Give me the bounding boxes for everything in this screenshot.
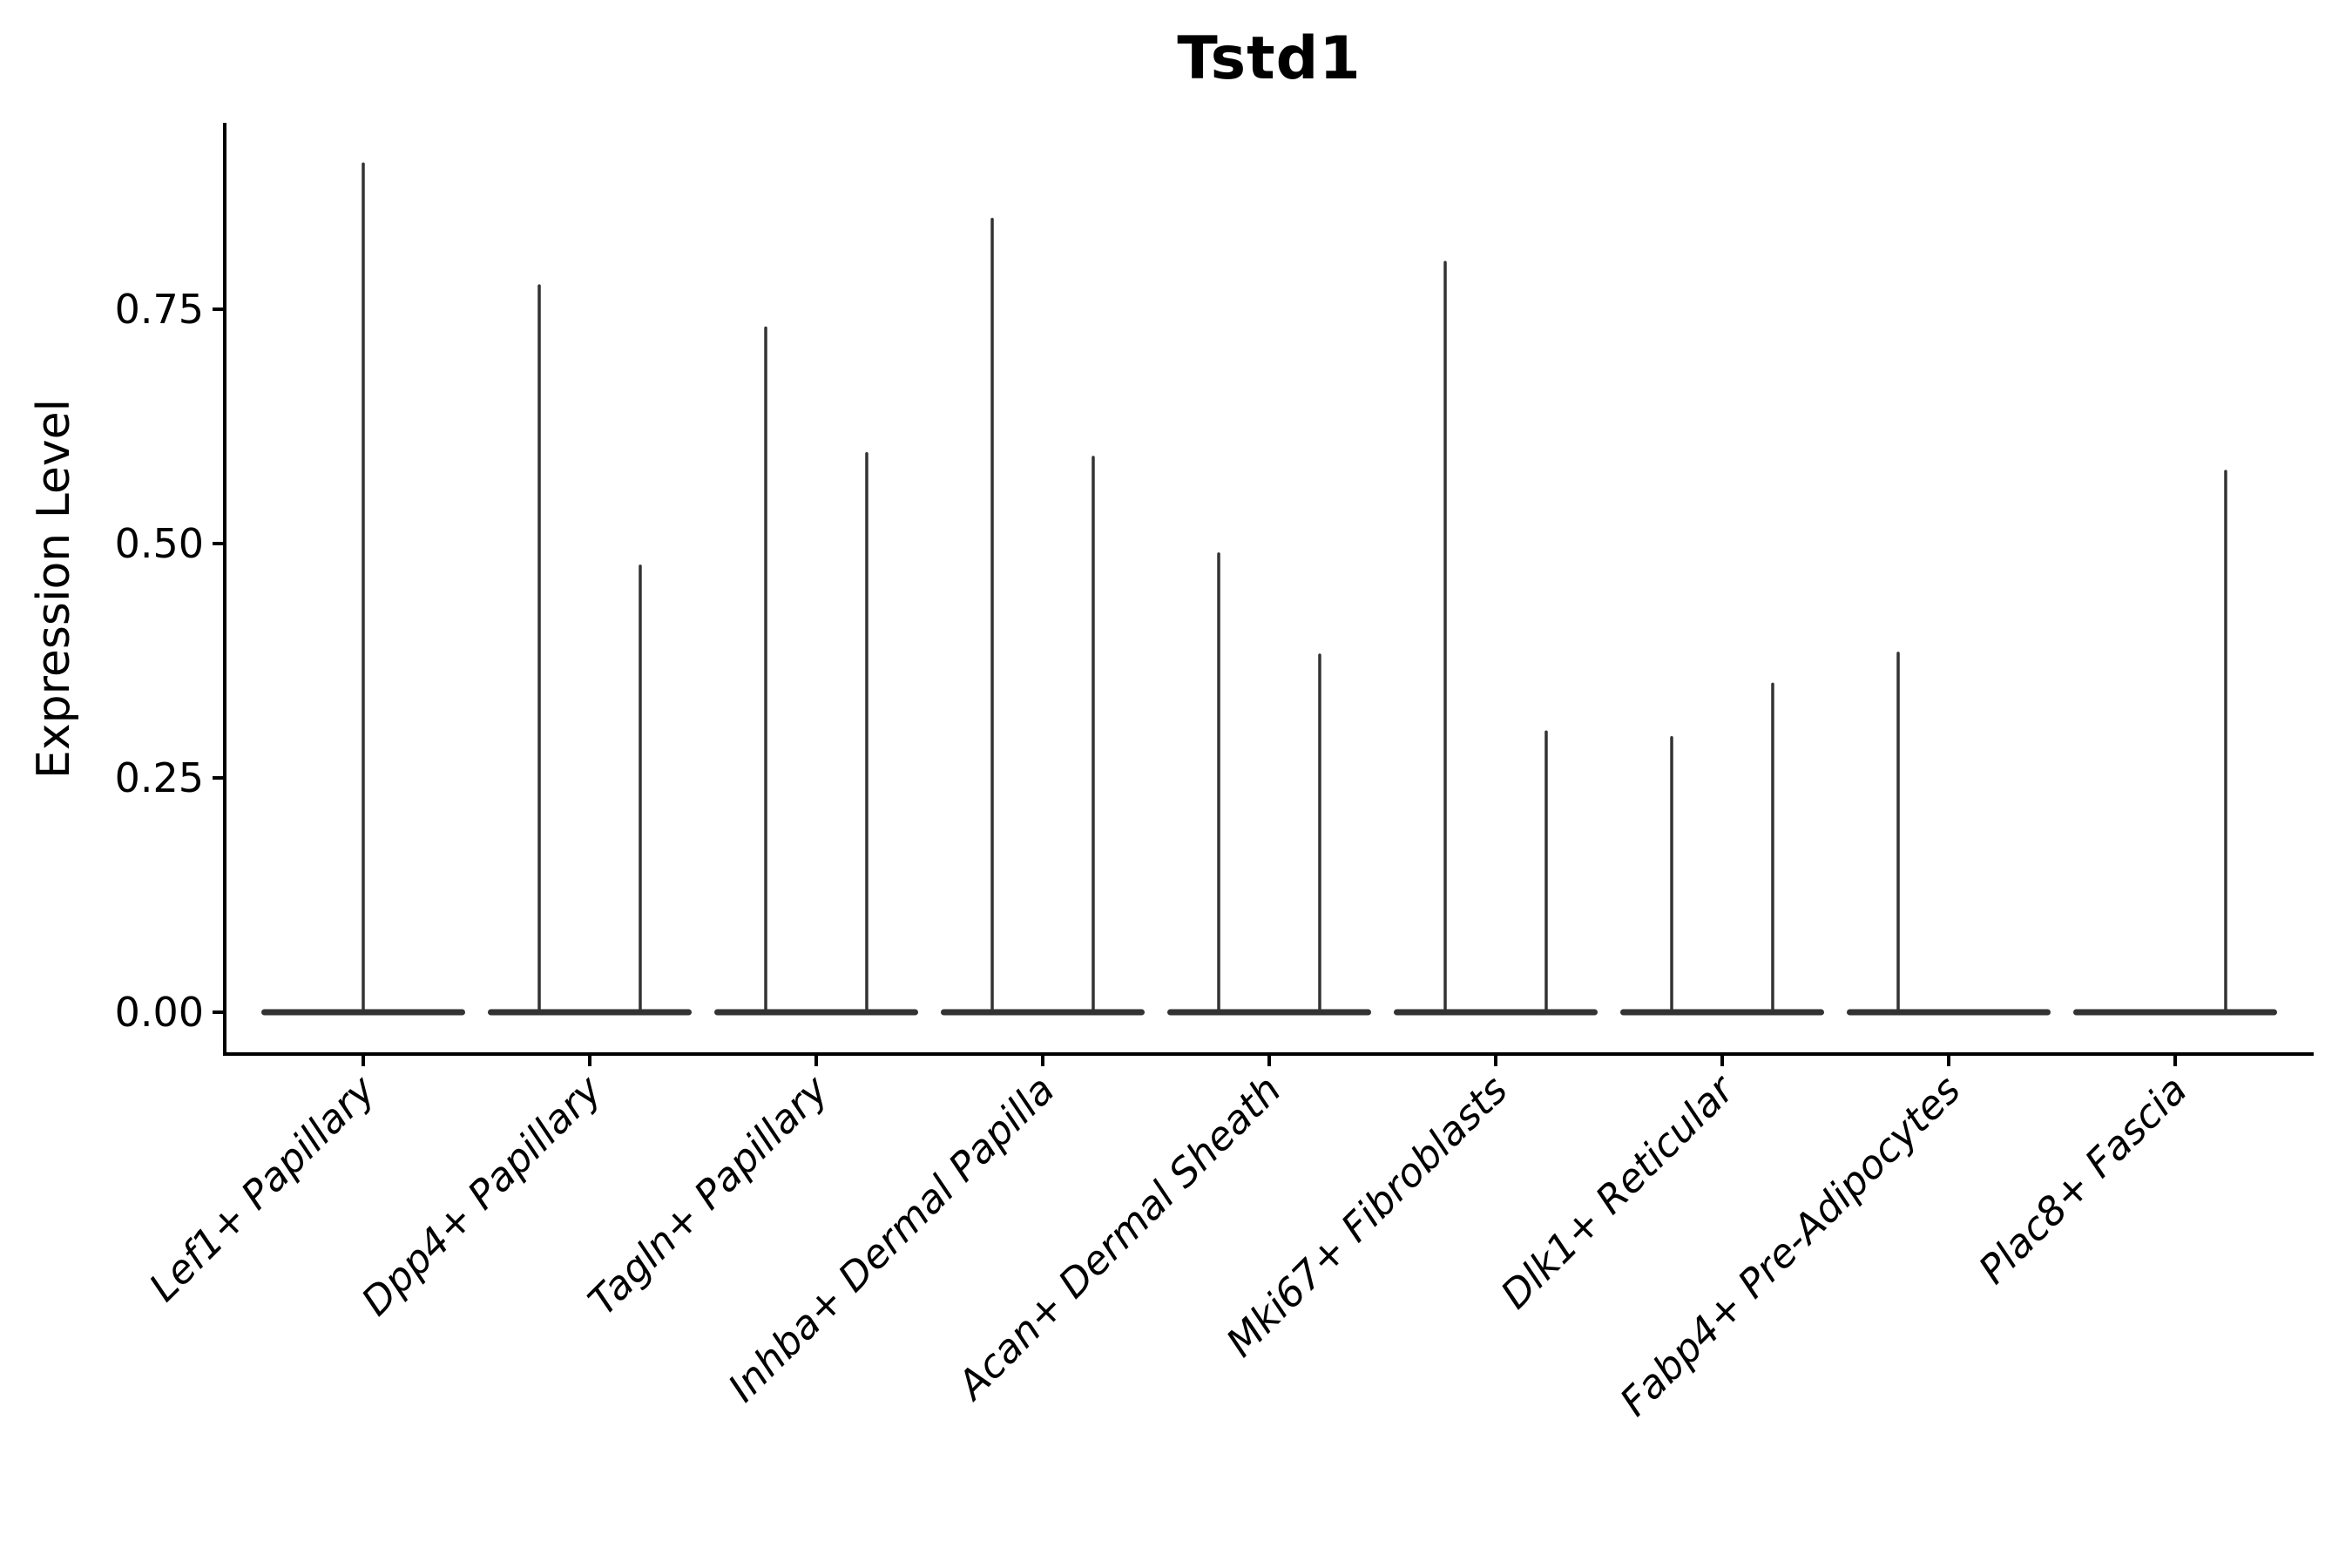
violin-baseline: [1847, 1009, 2051, 1016]
y-tick-label: 0.75: [115, 286, 204, 333]
y-tick-label: 0.50: [115, 520, 204, 567]
violin-baseline: [1167, 1009, 1371, 1016]
x-tick-label: Dpp4+ Papillary: [353, 1065, 612, 1324]
violin-baseline: [2073, 1009, 2277, 1016]
x-tick-label: Plac8+ Fascia: [1970, 1066, 2196, 1293]
violin-baseline: [1394, 1009, 1598, 1016]
x-tick-label: Dlk1+ Reticular: [1491, 1065, 1744, 1318]
x-tick-label: Lef1+ Papillary: [140, 1065, 385, 1310]
violin-baseline: [488, 1009, 692, 1016]
y-tick-label: 0.25: [115, 754, 204, 801]
violin-baseline: [1620, 1009, 1824, 1016]
violin-baseline: [941, 1009, 1145, 1016]
y-tick-label: 0.00: [115, 989, 204, 1036]
chart-title: Tstd1: [1177, 24, 1362, 93]
x-tick-label: Tagln+ Papillary: [579, 1065, 838, 1324]
violin-baseline: [714, 1009, 918, 1016]
